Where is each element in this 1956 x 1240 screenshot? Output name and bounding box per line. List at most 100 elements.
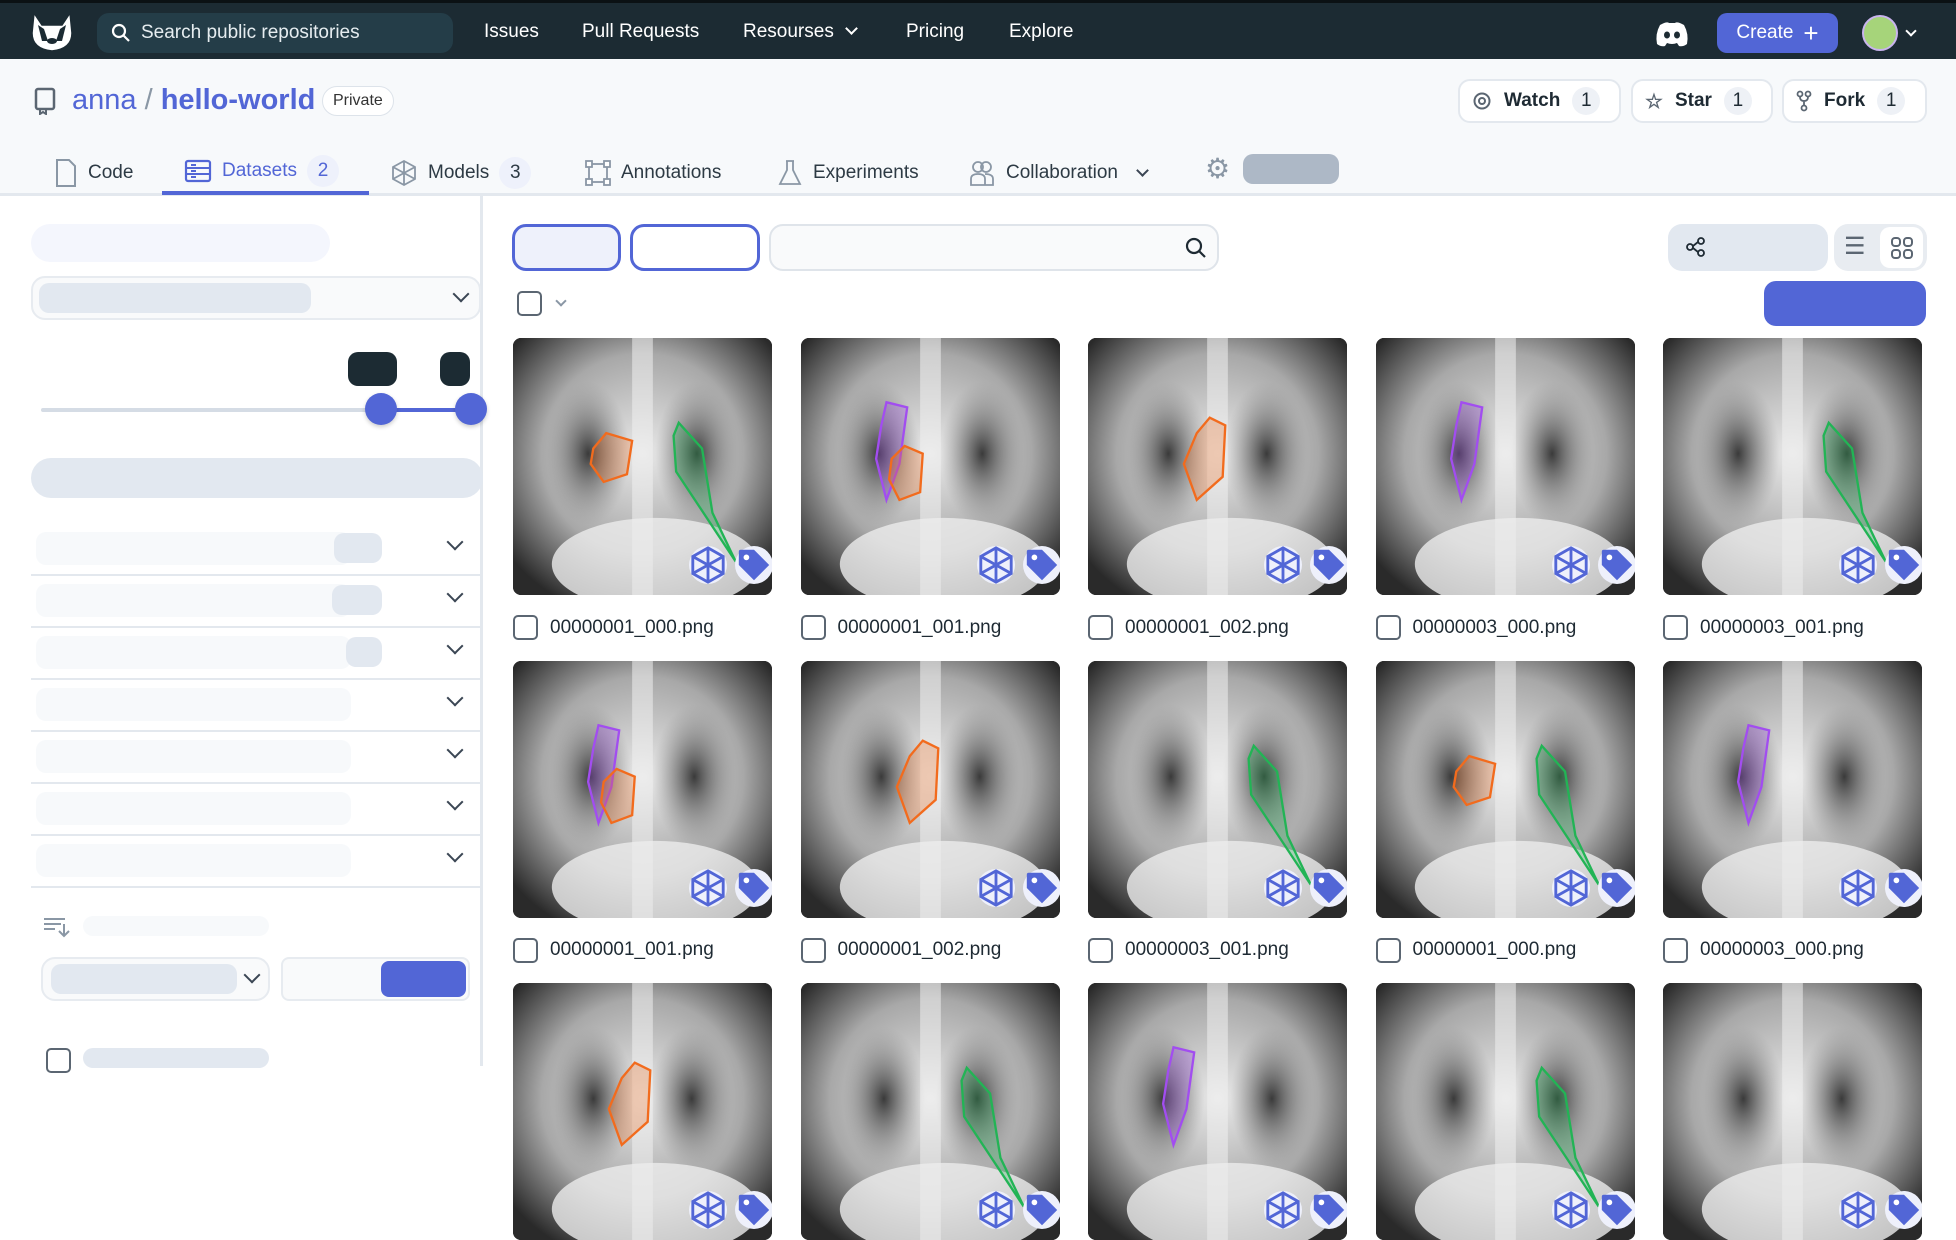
image-card[interactable]: 00000001_000.png <box>1375 660 1635 963</box>
annotation-polygon-purple[interactable] <box>1449 400 1483 504</box>
annotation-polygon-orange[interactable] <box>589 431 634 484</box>
tab-code[interactable]: Code <box>54 150 133 195</box>
xray-thumbnail[interactable] <box>1375 338 1635 595</box>
image-card[interactable] <box>513 983 772 1240</box>
nav-resources[interactable]: Resourses <box>743 21 858 43</box>
labels-button[interactable] <box>1597 1191 1635 1229</box>
labels-button[interactable] <box>1310 868 1347 907</box>
nav-pull-requests[interactable]: Pull Requests <box>582 21 700 42</box>
xray-thumbnail[interactable] <box>1375 983 1635 1240</box>
image-card[interactable]: 00000001_001.png <box>513 660 772 963</box>
image-select-checkbox[interactable] <box>1375 615 1401 640</box>
filter-row[interactable] <box>31 680 483 732</box>
dataset-select[interactable] <box>31 276 481 320</box>
model-predictions-button[interactable] <box>1839 546 1877 584</box>
labels-button[interactable] <box>735 546 772 584</box>
primary-action-button[interactable] <box>1764 281 1926 326</box>
nav-pricing[interactable]: Pricing <box>906 21 965 42</box>
image-select-checkbox[interactable] <box>800 615 826 640</box>
xray-thumbnail[interactable] <box>1088 983 1347 1240</box>
model-predictions-button[interactable] <box>976 546 1015 584</box>
image-select-checkbox[interactable] <box>800 937 826 963</box>
filter-row[interactable] <box>31 836 483 888</box>
xray-thumbnail[interactable] <box>513 983 772 1240</box>
image-select-checkbox[interactable] <box>513 615 538 640</box>
labels-button[interactable] <box>1597 546 1635 584</box>
tab-models[interactable]: Models 3 <box>390 150 532 195</box>
watch-button[interactable]: Watch 1 <box>1458 79 1621 123</box>
labels-button[interactable] <box>1310 546 1347 584</box>
model-predictions-button[interactable] <box>1264 1191 1302 1229</box>
range-slider-min-thumb[interactable] <box>364 393 397 425</box>
xray-thumbnail[interactable] <box>1663 338 1922 595</box>
image-select-checkbox[interactable] <box>1088 615 1113 640</box>
model-predictions-button[interactable] <box>976 868 1015 907</box>
model-predictions-button[interactable] <box>1551 868 1590 907</box>
image-card[interactable]: 00000003_000.png <box>1375 338 1635 640</box>
nav-issues[interactable]: Issues <box>484 21 539 42</box>
filter-row[interactable] <box>31 784 483 836</box>
image-card[interactable] <box>800 983 1060 1240</box>
tab-experiments[interactable]: Experiments <box>777 150 919 195</box>
range-slider-track[interactable] <box>41 393 487 425</box>
view-toggle-primary[interactable] <box>512 224 621 271</box>
tab-collaboration[interactable]: Collaboration <box>968 150 1149 195</box>
xray-thumbnail[interactable] <box>513 338 772 595</box>
tab-annotations[interactable]: Annotations <box>585 150 721 195</box>
labels-button[interactable] <box>1022 868 1060 907</box>
view-toggle-secondary[interactable] <box>630 224 760 271</box>
logo-icon[interactable] <box>28 11 76 53</box>
filter-row[interactable] <box>31 576 483 628</box>
image-select-checkbox[interactable] <box>513 937 538 963</box>
image-card[interactable]: 00000003_001.png <box>1088 660 1347 963</box>
image-card[interactable]: 00000001_000.png <box>513 338 772 640</box>
labels-button[interactable] <box>1022 546 1060 584</box>
annotation-polygon-orange[interactable] <box>599 767 636 824</box>
avatar-chevron-icon[interactable] <box>1905 25 1917 37</box>
user-avatar[interactable] <box>1862 15 1898 51</box>
annotation-polygon-orange[interactable] <box>1451 754 1496 806</box>
annotation-polygon-orange[interactable] <box>887 444 924 502</box>
filter-row[interactable] <box>31 524 483 576</box>
model-predictions-button[interactable] <box>689 868 727 907</box>
xray-thumbnail[interactable] <box>1663 983 1922 1240</box>
image-card[interactable]: 00000001_001.png <box>800 338 1060 640</box>
filter-row[interactable] <box>31 628 483 680</box>
labels-button[interactable] <box>1022 1191 1060 1229</box>
labels-button[interactable] <box>1885 868 1922 907</box>
range-slider-max-thumb[interactable] <box>455 393 487 425</box>
model-predictions-button[interactable] <box>1264 546 1302 584</box>
nav-explore[interactable]: Explore <box>1009 21 1074 42</box>
sort-order-active[interactable] <box>381 961 466 997</box>
tab-datasets[interactable]: Datasets 2 <box>162 150 369 195</box>
create-button[interactable]: Create + <box>1717 13 1838 53</box>
annotation-polygon-purple[interactable] <box>586 723 621 827</box>
labels-button[interactable] <box>735 1191 772 1229</box>
search-input[interactable]: Search public repositories <box>97 13 453 53</box>
dataset-search-input[interactable] <box>769 224 1219 271</box>
xray-thumbnail[interactable] <box>1088 660 1347 918</box>
filter-row[interactable] <box>31 732 483 784</box>
xray-thumbnail[interactable] <box>1663 660 1922 918</box>
labels-button[interactable] <box>1885 1191 1922 1229</box>
fork-button[interactable]: Fork 1 <box>1782 79 1927 123</box>
labels-button[interactable] <box>735 868 772 907</box>
model-predictions-button[interactable] <box>1551 1191 1590 1229</box>
share-button[interactable] <box>1668 224 1828 271</box>
image-card[interactable]: 00000001_002.png <box>800 660 1060 963</box>
annotation-polygon-orange[interactable] <box>1182 416 1227 502</box>
labels-button[interactable] <box>1885 546 1922 584</box>
image-card[interactable]: 00000001_002.png <box>1088 338 1347 640</box>
xray-thumbnail[interactable] <box>513 660 772 918</box>
xray-thumbnail[interactable] <box>1375 660 1635 918</box>
image-select-checkbox[interactable] <box>1375 937 1401 963</box>
filter-section-header[interactable] <box>31 458 483 498</box>
xray-thumbnail[interactable] <box>800 338 1060 595</box>
image-select-checkbox[interactable] <box>1088 937 1113 963</box>
search-icon[interactable] <box>1185 237 1207 259</box>
image-card[interactable] <box>1663 983 1922 1240</box>
labels-button[interactable] <box>1310 1191 1347 1229</box>
settings-gear-icon[interactable]: ⚙ <box>1205 153 1231 184</box>
xray-thumbnail[interactable] <box>800 660 1060 918</box>
xray-thumbnail[interactable] <box>1088 338 1347 595</box>
